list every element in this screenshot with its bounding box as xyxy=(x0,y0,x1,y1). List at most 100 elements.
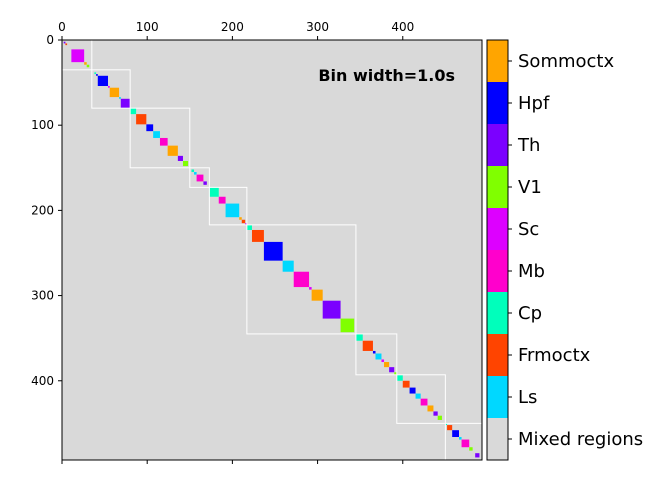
legend-label: Ls xyxy=(518,387,537,408)
axes-frame xyxy=(61,39,483,461)
region-block-frmoctx xyxy=(251,229,264,242)
cluster-outline xyxy=(208,186,248,226)
cluster-outline xyxy=(129,107,191,169)
cluster-outline xyxy=(396,374,446,424)
x-tick-label: 0 xyxy=(58,20,66,34)
cluster-outline xyxy=(246,224,357,335)
region-block-cp xyxy=(94,72,97,75)
region-block-sommoctx xyxy=(109,87,120,98)
region-block-th xyxy=(177,155,183,161)
colorbar-frame xyxy=(486,39,509,461)
region-block-th xyxy=(203,181,207,185)
region-block-v1 xyxy=(340,318,355,333)
region-block-th xyxy=(322,300,341,319)
colorbar-swatch xyxy=(487,124,508,166)
x-tick-label: 400 xyxy=(391,20,414,34)
region-block-frmoctx xyxy=(136,114,147,125)
region-block-cp xyxy=(396,374,403,381)
region-block-frmoctx xyxy=(65,43,68,46)
region-block-mb xyxy=(420,398,428,406)
region-block-sc xyxy=(108,86,110,88)
legend-label: Sommoctx xyxy=(518,51,614,72)
y-tick-label: 300 xyxy=(31,289,54,303)
bin-width-annotation: Bin width=1.0s xyxy=(318,66,455,85)
colorbar-swatch xyxy=(487,250,508,292)
axes: 0 100 200 300 400 0 100 200 300 400 xyxy=(31,20,414,464)
region-block-hpf xyxy=(146,124,154,132)
y-tick-label: 200 xyxy=(31,203,54,217)
region-block-v1 xyxy=(86,64,90,68)
region-block-cp xyxy=(209,187,219,197)
region-block-cp xyxy=(355,333,363,341)
colorbar-swatch xyxy=(487,208,508,250)
plot-frame xyxy=(61,39,483,461)
region-block-cp xyxy=(130,108,137,115)
region-block-hpf xyxy=(97,75,109,87)
region-block-frmoctx xyxy=(402,380,410,388)
region-block-sommoctx xyxy=(167,145,178,156)
region-block-sommoctx xyxy=(311,289,323,301)
region-block-frmoctx xyxy=(447,425,453,431)
cluster-outline xyxy=(189,167,210,188)
colorbar-swatch xyxy=(487,334,508,376)
legend-label: Th xyxy=(517,135,540,156)
region-block-mb xyxy=(159,137,168,146)
region-block-sc xyxy=(245,223,247,225)
region-block-ls xyxy=(415,393,421,399)
cluster-outline xyxy=(91,69,131,109)
region-block-th xyxy=(389,367,395,373)
region-block-sommoctx xyxy=(239,217,242,220)
heatmap-plot xyxy=(61,39,483,461)
y-tick-label: 0 xyxy=(46,33,54,47)
x-tick-label: 100 xyxy=(136,20,159,34)
region-block-hpf xyxy=(96,74,98,76)
region-block-cp xyxy=(445,423,448,426)
region-block-ls xyxy=(194,172,197,175)
legend-label: Mixed regions xyxy=(518,429,643,450)
cluster-outline xyxy=(355,333,398,376)
region-block-th xyxy=(433,411,438,416)
region-block-mb xyxy=(218,196,226,204)
x-tick-label: 200 xyxy=(221,20,244,34)
region-block-sommoctx xyxy=(84,62,87,65)
colorbar-swatch xyxy=(487,166,508,208)
colorbar-swatch xyxy=(487,40,508,82)
region-block-frmoctx xyxy=(362,340,373,351)
legend-label: Mb xyxy=(518,261,545,282)
region-block-th xyxy=(120,98,131,109)
region-block-cp xyxy=(191,169,195,173)
region-block-frmoctx xyxy=(241,219,246,224)
region-block-ls xyxy=(153,131,160,138)
region-block-hpf xyxy=(452,430,459,437)
colorbar-swatch xyxy=(487,82,508,124)
region-block-sommoctx xyxy=(384,362,390,368)
region-block-ls xyxy=(282,260,294,272)
region-block-sc xyxy=(309,287,312,290)
region-block-sc xyxy=(381,359,385,363)
region-block-v1 xyxy=(182,160,189,167)
region-block-ls xyxy=(375,353,382,360)
legend-label: Cp xyxy=(518,303,542,324)
region-block-ls xyxy=(119,97,121,99)
colorbar-legend: Sommoctx Hpf Th V1 Sc Mb Cp Frmoctx Ls Mixed regi… xyxy=(486,39,643,461)
legend-label: Frmoctx xyxy=(518,345,591,366)
colorbar-swatch xyxy=(487,292,508,334)
region-block-cp xyxy=(246,224,252,230)
region-block-ls xyxy=(225,203,240,218)
region-block-mb xyxy=(461,439,470,448)
y-tick-label: 100 xyxy=(31,118,54,132)
x-tick-label: 300 xyxy=(306,20,329,34)
region-block-sommoctx xyxy=(427,405,434,412)
region-block-mb xyxy=(196,174,204,182)
region-block-v1 xyxy=(437,415,442,420)
colorbar-swatch xyxy=(487,418,508,460)
legend-label: Hpf xyxy=(518,93,550,114)
region-block-sc xyxy=(71,49,85,63)
legend-label: V1 xyxy=(518,177,542,198)
colorbar-swatch xyxy=(487,376,508,418)
region-block-hpf xyxy=(263,241,283,261)
y-tick-label: 400 xyxy=(31,374,54,388)
region-block-th xyxy=(63,41,66,44)
region-block-ls xyxy=(458,436,462,440)
